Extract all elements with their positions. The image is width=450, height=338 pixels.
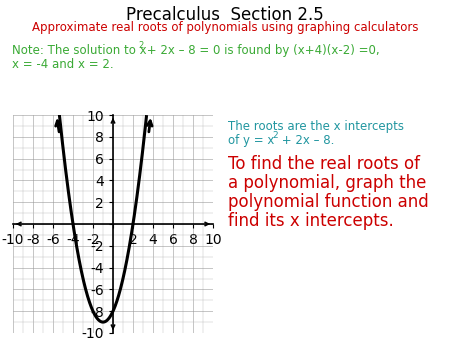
- Text: To find the real roots of: To find the real roots of: [228, 155, 420, 173]
- Text: of y = x: of y = x: [228, 134, 274, 147]
- Text: 2: 2: [138, 41, 143, 50]
- Text: + 2x – 8.: + 2x – 8.: [278, 134, 334, 147]
- Text: a polynomial, graph the: a polynomial, graph the: [228, 174, 427, 192]
- Text: find its x intercepts.: find its x intercepts.: [228, 212, 394, 230]
- Text: + 2x – 8 = 0 is found by (x+4)(x-2) =0,: + 2x – 8 = 0 is found by (x+4)(x-2) =0,: [143, 44, 380, 57]
- Text: 2: 2: [272, 131, 278, 140]
- Text: The roots are the x intercepts: The roots are the x intercepts: [228, 120, 404, 133]
- Text: Note: The solution to x: Note: The solution to x: [12, 44, 147, 57]
- Text: polynomial function and: polynomial function and: [228, 193, 429, 211]
- Text: x = -4 and x = 2.: x = -4 and x = 2.: [12, 58, 113, 71]
- Text: Precalculus  Section 2.5: Precalculus Section 2.5: [126, 6, 324, 24]
- Text: Approximate real roots of polynomials using graphing calculators: Approximate real roots of polynomials us…: [32, 21, 418, 34]
